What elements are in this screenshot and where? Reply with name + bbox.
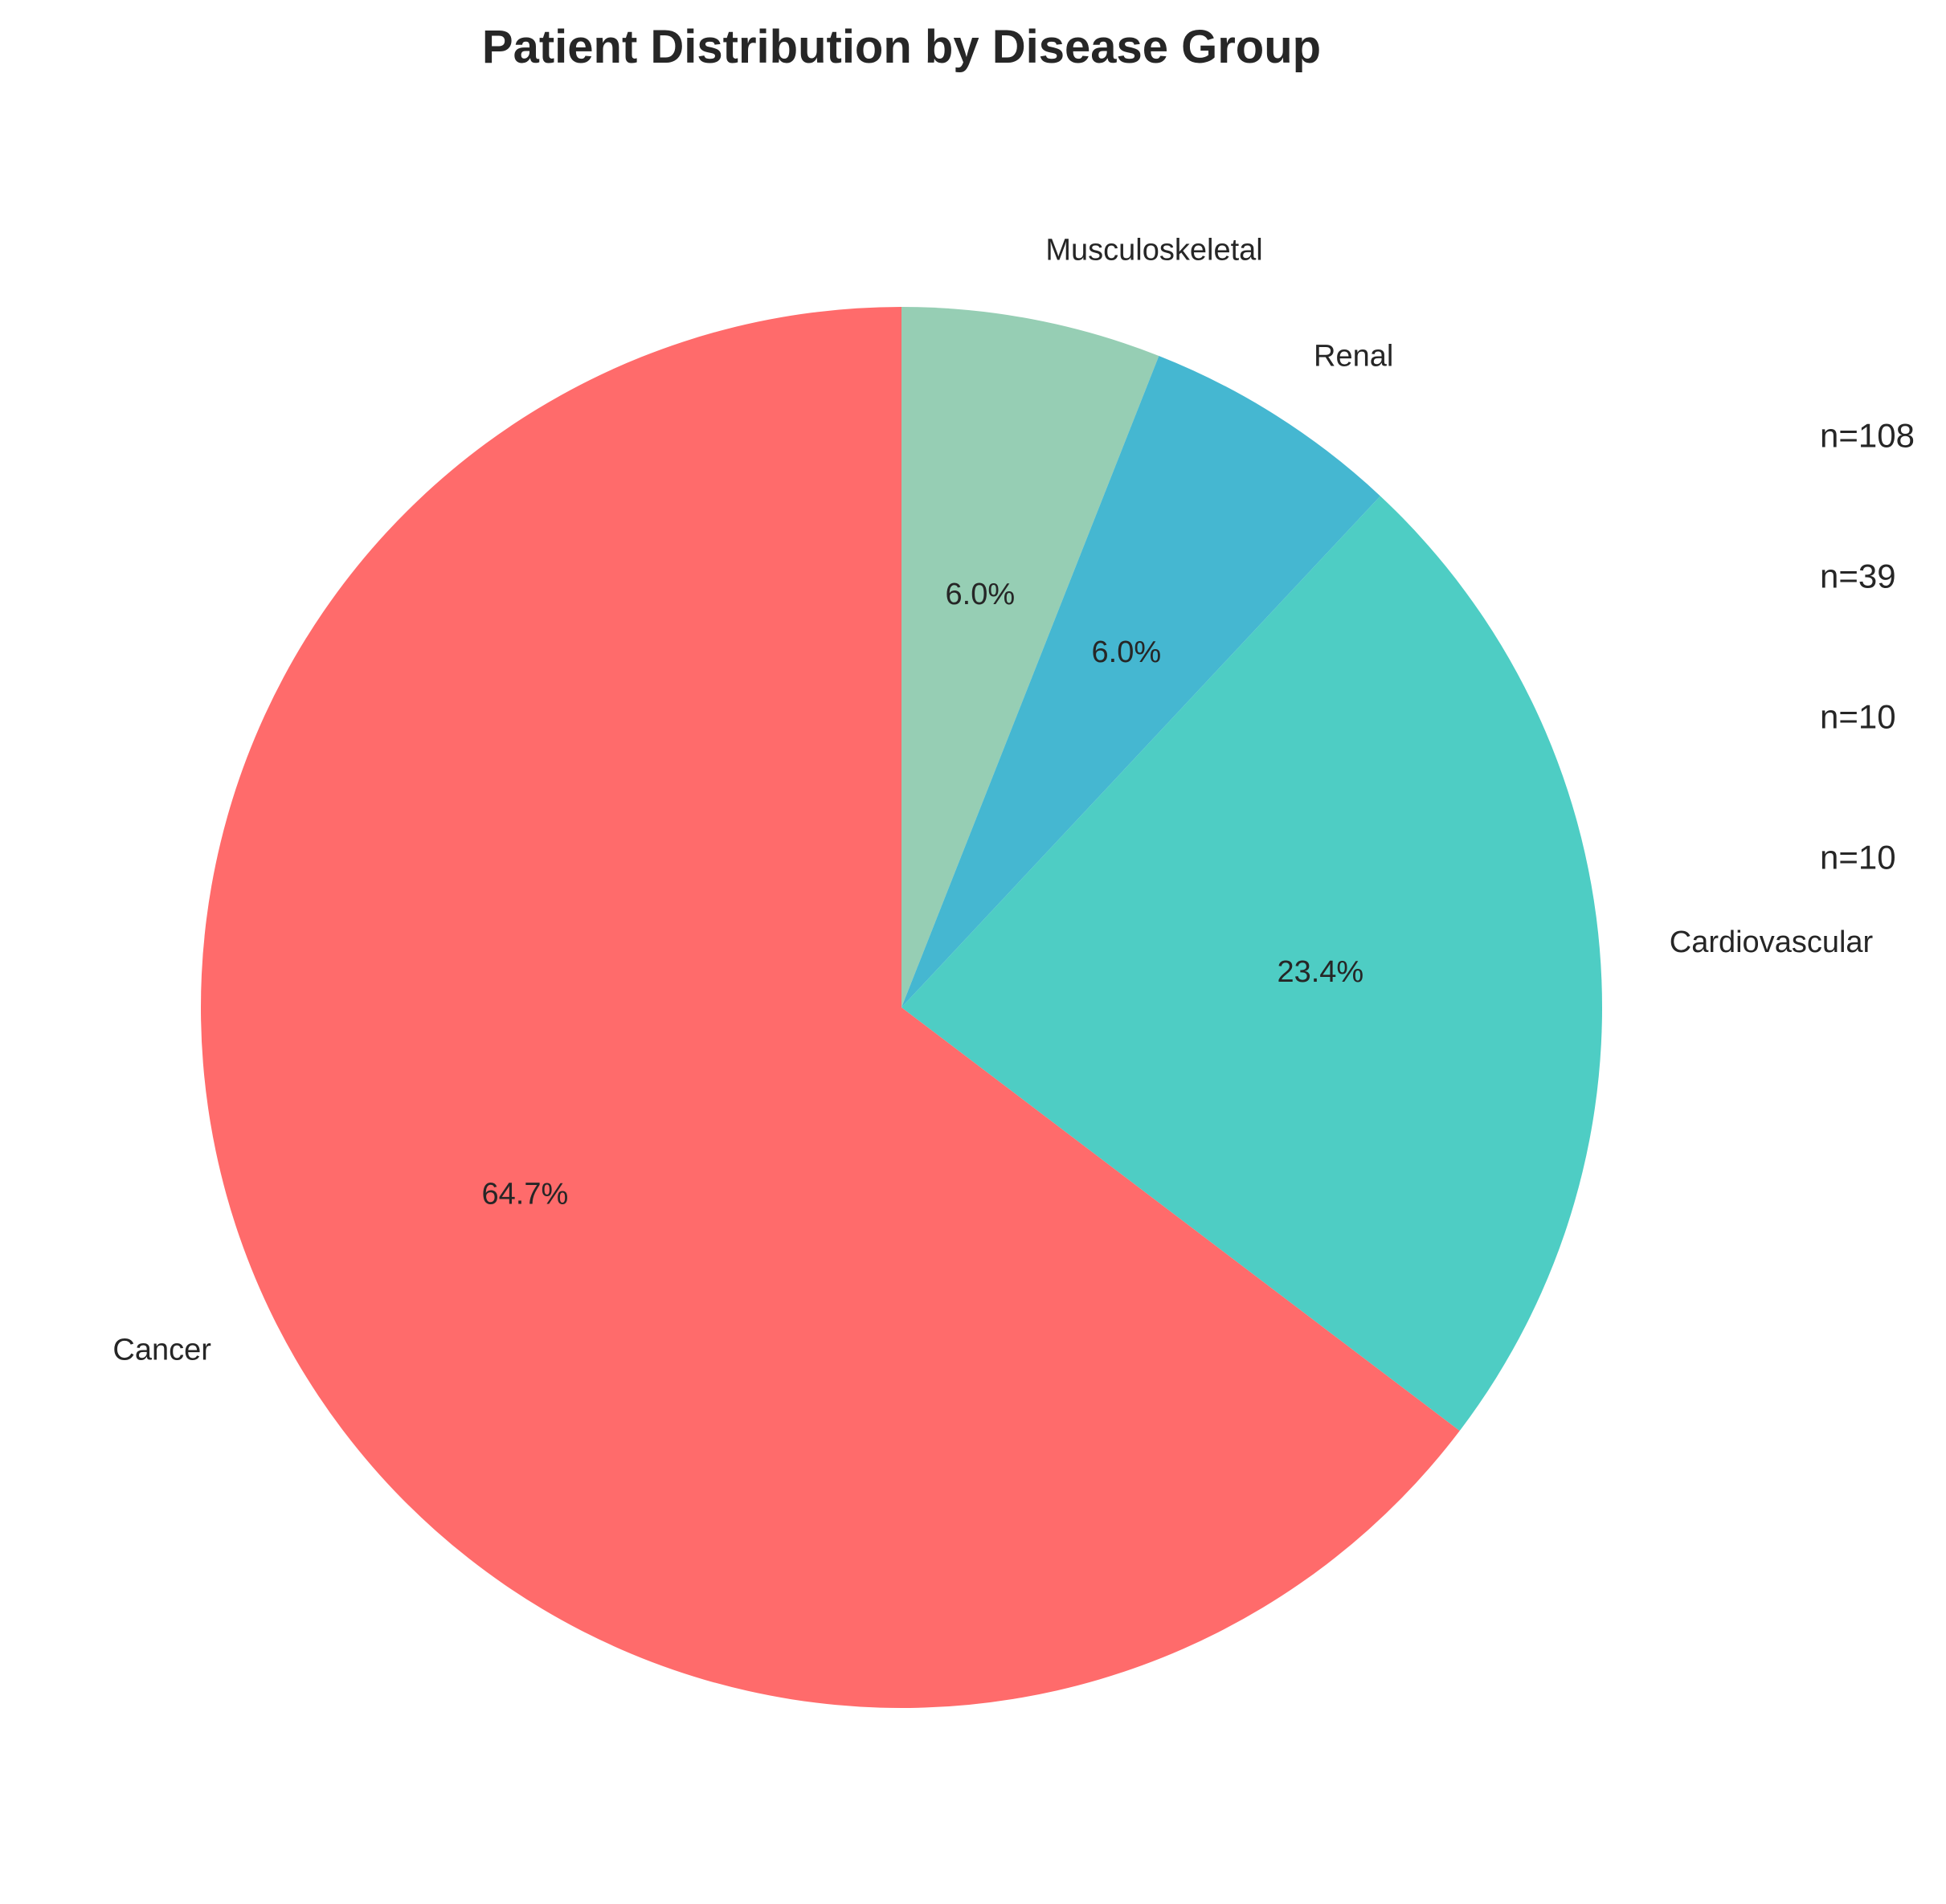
category-labels: Musculoskeletal Renal Cardiovascular Cancer [112,234,1873,1367]
percent-label-musculoskeletal: 6.0% [946,578,1016,611]
pie-slice-cardiovascular [901,496,1602,1432]
pie-slice-musculoskeletal [901,307,1159,1007]
percent-labels: 6.0% 6.0% 23.4% 64.7% [482,578,1364,1211]
percent-label-cancer: 64.7% [482,1178,569,1211]
category-label-cardiovascular: Cardiovascular [1670,925,1874,959]
pie-slice-renal [901,355,1380,1007]
count-annotations: n=108 n=39 n=10 n=10 [1820,417,1915,876]
count-annotation: n=108 [1820,417,1915,455]
percent-label-cardiovascular: 23.4% [1277,955,1363,989]
pie-slices [200,307,1602,1708]
category-label-musculoskeletal: Musculoskeletal [1045,234,1262,268]
count-annotation: n=10 [1820,698,1896,736]
category-label-renal: Renal [1314,340,1393,374]
percent-label-renal: 6.0% [1092,635,1162,669]
count-annotation: n=10 [1820,839,1896,876]
count-annotation: n=39 [1820,558,1896,595]
chart-title: Patient Distribution by Disease Group [482,21,1321,73]
pie-slice-cancer [200,307,1460,1708]
category-label-cancer: Cancer [112,1334,211,1367]
